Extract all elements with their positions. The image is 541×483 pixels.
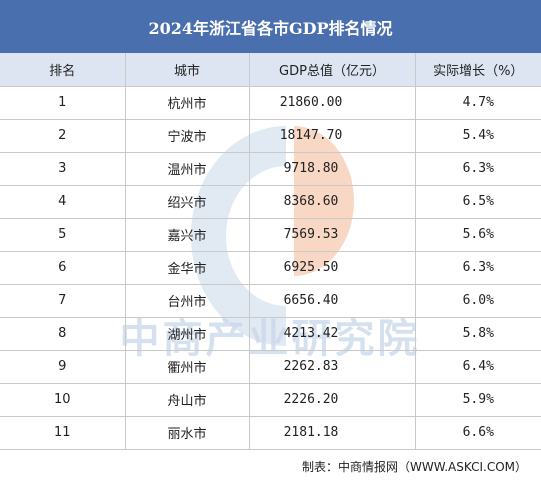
- city-cell: 绍兴市: [125, 185, 250, 219]
- source-note: 制表：中商情报网（WWW.ASKCI.COM）: [302, 459, 527, 474]
- column-header-city: 城市: [125, 53, 250, 87]
- rank-cell: 1: [0, 86, 126, 120]
- table-row: 8 湖州市 4213.42 5.8%: [0, 317, 541, 351]
- rank-cell: 5: [0, 218, 126, 252]
- growth-cell: 6.0%: [415, 284, 541, 318]
- gdp-cell: 7569.53: [249, 218, 416, 252]
- growth-cell: 5.8%: [415, 317, 541, 351]
- gdp-cell: 2262.83: [249, 350, 416, 384]
- table-title: 2024年浙江省各市GDP排名情况: [0, 0, 541, 53]
- gdp-cell: 6656.40: [249, 284, 416, 318]
- table-row: 7 台州市 6656.40 6.0%: [0, 284, 541, 318]
- column-header-growth: 实际增长（%）: [415, 53, 541, 87]
- rank-cell: 6: [0, 251, 126, 285]
- city-cell: 金华市: [125, 251, 250, 285]
- gdp-cell: 2181.18: [249, 416, 416, 450]
- city-cell: 丽水市: [125, 416, 250, 450]
- city-cell: 湖州市: [125, 317, 250, 351]
- gdp-cell: 18147.70: [249, 119, 416, 153]
- city-cell: 嘉兴市: [125, 218, 250, 252]
- growth-cell: 6.3%: [415, 251, 541, 285]
- table-row: 2 宁波市 18147.70 5.4%: [0, 119, 541, 153]
- rank-cell: 9: [0, 350, 126, 384]
- growth-cell: 6.4%: [415, 350, 541, 384]
- table-row: 5 嘉兴市 7569.53 5.6%: [0, 218, 541, 252]
- table-row: 11 丽水市 2181.18 6.6%: [0, 416, 541, 450]
- growth-cell: 5.6%: [415, 218, 541, 252]
- table-header-row: 排名 城市 GDP总值（亿元） 实际增长（%）: [0, 53, 541, 87]
- rank-cell: 8: [0, 317, 126, 351]
- table-row: 9 衢州市 2262.83 6.4%: [0, 350, 541, 384]
- rank-cell: 11: [0, 416, 126, 450]
- gdp-cell: 6925.50: [249, 251, 416, 285]
- gdp-cell: 2226.20: [249, 383, 416, 417]
- city-cell: 杭州市: [125, 86, 250, 120]
- city-cell: 舟山市: [125, 383, 250, 417]
- rank-cell: 2: [0, 119, 126, 153]
- table-row: 6 金华市 6925.50 6.3%: [0, 251, 541, 285]
- gdp-cell: 4213.42: [249, 317, 416, 351]
- rank-cell: 7: [0, 284, 126, 318]
- city-cell: 温州市: [125, 152, 250, 186]
- growth-cell: 4.7%: [415, 86, 541, 120]
- rank-cell: 3: [0, 152, 126, 186]
- gdp-cell: 8368.60: [249, 185, 416, 219]
- table-row: 1 杭州市 21860.00 4.7%: [0, 86, 541, 120]
- table-row: 3 温州市 9718.80 6.3%: [0, 152, 541, 186]
- city-cell: 衢州市: [125, 350, 250, 384]
- growth-cell: 5.4%: [415, 119, 541, 153]
- gdp-cell: 9718.80: [249, 152, 416, 186]
- rank-cell: 10: [0, 383, 126, 417]
- table-row: 4 绍兴市 8368.60 6.5%: [0, 185, 541, 219]
- column-header-rank: 排名: [0, 53, 126, 87]
- column-header-gdp: GDP总值（亿元）: [249, 53, 416, 87]
- growth-cell: 6.3%: [415, 152, 541, 186]
- city-cell: 宁波市: [125, 119, 250, 153]
- city-cell: 台州市: [125, 284, 250, 318]
- growth-cell: 6.6%: [415, 416, 541, 450]
- gdp-ranking-table: 排名 城市 GDP总值（亿元） 实际增长（%） 1 杭州市 21860.00 4.7%…: [0, 53, 541, 450]
- growth-cell: 6.5%: [415, 185, 541, 219]
- rank-cell: 4: [0, 185, 126, 219]
- gdp-cell: 21860.00: [249, 86, 416, 120]
- table-row: 10 舟山市 2226.20 5.9%: [0, 383, 541, 417]
- growth-cell: 5.9%: [415, 383, 541, 417]
